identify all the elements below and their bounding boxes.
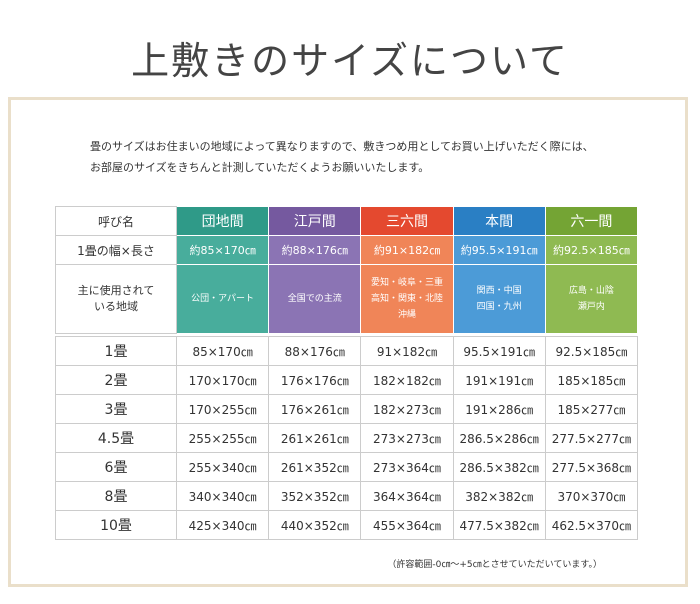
- cell-line: 沖縄: [397, 310, 416, 320]
- cell: 455×364㎝: [360, 510, 454, 540]
- intro-line: 畳のサイズはお住まいの地域によって異なりますので、敷きつめ用としてお買い上げいた…: [90, 140, 594, 153]
- row-label: 3畳: [55, 394, 177, 424]
- row-label: 1畳の幅×長さ: [55, 235, 177, 265]
- cell: 286.5×382㎝: [452, 452, 546, 482]
- row-label: 10畳: [55, 510, 177, 540]
- cell: 182×273㎝: [360, 394, 454, 424]
- cell: 約88×176㎝: [268, 235, 362, 265]
- cell: 170×255㎝: [175, 394, 270, 424]
- cell: 370×370㎝: [544, 481, 639, 511]
- cell: 三六間: [360, 206, 454, 236]
- cell: 261×352㎝: [268, 452, 362, 482]
- cell: 約85×170㎝: [175, 235, 270, 265]
- cell: 団地間: [175, 206, 270, 236]
- cell: 477.5×382㎝: [452, 510, 546, 540]
- cell: 255×255㎝: [175, 423, 270, 453]
- table-row: 呼び名 団地間 江戸間 三六間 本間 六一間: [55, 206, 639, 236]
- row-label: 6畳: [55, 452, 177, 482]
- cell: 約95.5×191㎝: [452, 235, 546, 265]
- cell: 382×382㎝: [452, 481, 546, 511]
- cell: 本間: [452, 206, 546, 236]
- cell-line: 主に使用されて: [77, 284, 155, 297]
- cell: 95.5×191㎝: [452, 336, 546, 366]
- cell: 全国での主流: [268, 264, 362, 334]
- cell: 88×176㎝: [268, 336, 362, 366]
- table-row: 8畳 340×340㎝ 352×352㎝ 364×364㎝ 382×382㎝ 370×37…: [55, 481, 639, 511]
- table-row: 3畳 170×255㎝ 176×261㎝ 182×273㎝ 191×286㎝ 185×27…: [55, 394, 639, 424]
- table-row: 10畳 425×340㎝ 440×352㎝ 455×364㎝ 477.5×382㎝ 462…: [55, 510, 639, 540]
- cell-line: 広島・山陰: [568, 286, 614, 296]
- row-label: 1畳: [55, 336, 177, 366]
- page-title: 上敷きのサイズについて: [131, 39, 569, 83]
- cell: 255×340㎝: [175, 452, 270, 482]
- cell-line: いる地域: [94, 300, 138, 313]
- cell: 約91×182㎝: [360, 235, 454, 265]
- cell: 85×170㎝: [175, 336, 270, 366]
- table-row: 主に使用されて いる地域 公団・アパート 全国での主流 愛知・岐阜・三重 高知・関東・北陸…: [55, 264, 639, 334]
- cell: 425×340㎝: [175, 510, 270, 540]
- cell: 91×182㎝: [360, 336, 454, 366]
- note: （許容範囲-0㎝～+5㎝とさせていただいています。）: [387, 560, 602, 570]
- frame: [8, 97, 688, 587]
- table-row: 2畳 170×170㎝ 176×176㎝ 182×182㎝ 191×191㎝ 185×18…: [55, 365, 639, 395]
- cell: 352×352㎝: [268, 481, 362, 511]
- row-label: 8畳: [55, 481, 177, 511]
- intro-line: お部屋のサイズをきちんと計測していただくようお願いいたします。: [90, 161, 430, 174]
- row-label: 呼び名: [55, 206, 177, 236]
- cell: 261×261㎝: [268, 423, 362, 453]
- cell: 関西・中国四国・九州: [452, 264, 546, 334]
- cell: 92.5×185㎝: [544, 336, 639, 366]
- cell: 広島・山陰 瀬戸内: [544, 264, 639, 334]
- cell: 182×182㎝: [360, 365, 454, 395]
- cell-line: 全国での主流: [287, 294, 342, 304]
- cell: 340×340㎝: [175, 481, 270, 511]
- cell-line: 関西・中国: [476, 286, 522, 296]
- cell: 185×277㎝: [544, 394, 639, 424]
- cell: 286.5×286㎝: [452, 423, 546, 453]
- cell-line: 愛知・岐阜・三重: [370, 278, 443, 288]
- cell-line: 公団・アパート: [191, 294, 254, 304]
- cell: 440×352㎝: [268, 510, 362, 540]
- cell: 273×364㎝: [360, 452, 454, 482]
- intro: 畳のサイズはお住まいの地域によって異なりますので、敷きつめ用としてお買い上げいた…: [90, 136, 594, 178]
- cell: 江戸間: [268, 206, 362, 236]
- row-label: 4.5畳: [55, 423, 177, 453]
- cell: 364×364㎝: [360, 481, 454, 511]
- cell-line: 四国・九州: [476, 302, 522, 312]
- cell: 愛知・岐阜・三重 高知・関東・北陸 沖縄: [360, 264, 454, 334]
- cell: 273×273㎝: [360, 423, 454, 453]
- cell: 191×191㎝: [452, 365, 546, 395]
- row-label: 主に使用されて いる地域: [55, 264, 177, 334]
- cell: 六一間: [544, 206, 639, 236]
- cell-line: 瀬戸内: [577, 302, 605, 312]
- cell: 176×261㎝: [268, 394, 362, 424]
- table-row: 6畳 255×340㎝ 261×352㎝ 273×364㎝ 286.5×382㎝ 277.…: [55, 452, 639, 482]
- table-row: 1畳の幅×長さ 約85×170㎝ 約88×176㎝ 約91×182㎝ 約95.5×191…: [55, 235, 639, 265]
- cell: 462.5×370㎝: [544, 510, 639, 540]
- size-table: 呼び名 団地間 江戸間 三六間 本間 六一間 1畳の幅×長さ 約85×170㎝ 約88×176㎝…: [55, 206, 639, 540]
- cell-line: 高知・関東・北陸: [370, 294, 443, 304]
- cell: 170×170㎝: [175, 365, 270, 395]
- table-row: 1畳 85×170㎝ 88×176㎝ 91×182㎝ 95.5×191㎝ 92.5×185…: [55, 336, 639, 366]
- cell: 公団・アパート: [175, 264, 270, 334]
- cell: 176×176㎝: [268, 365, 362, 395]
- cell: 277.5×368㎝: [544, 452, 639, 482]
- cell: 185×185㎝: [544, 365, 639, 395]
- table-row: 4.5畳 255×255㎝ 261×261㎝ 273×273㎝ 286.5×286㎝ 27…: [55, 423, 639, 453]
- cell: 約92.5×185㎝: [544, 235, 639, 265]
- cell: 277.5×277㎝: [544, 423, 639, 453]
- cell: 191×286㎝: [452, 394, 546, 424]
- row-label: 2畳: [55, 365, 177, 395]
